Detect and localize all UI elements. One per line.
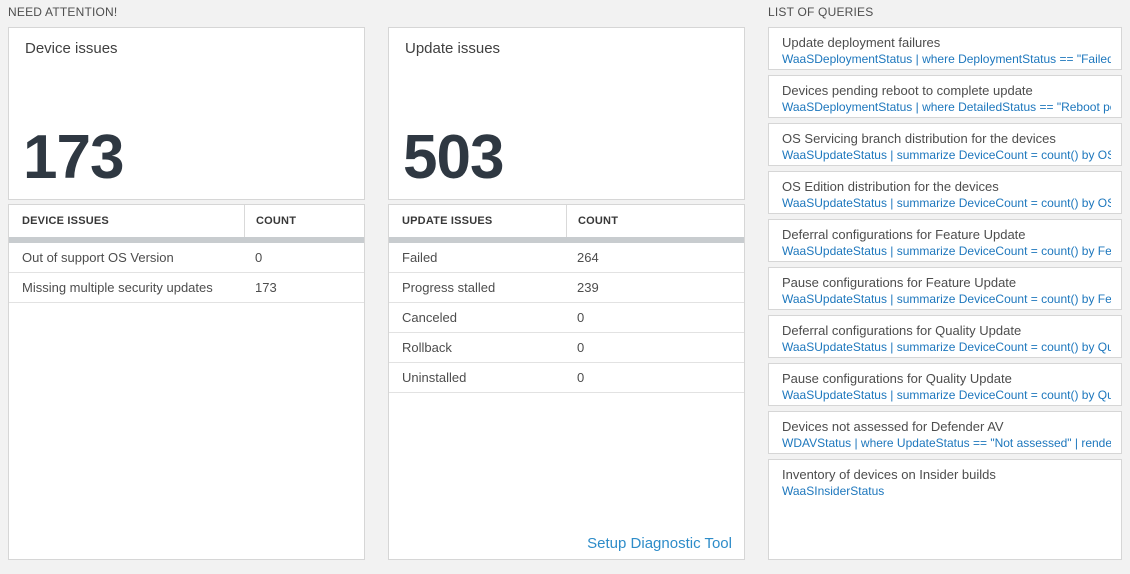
query-title: Deferral configurations for Feature Upda… [782,227,1026,242]
query-item[interactable]: OS Servicing branch distribution for the… [768,123,1122,166]
issue-count: 0 [255,250,263,265]
query-link[interactable]: WaaSUpdateStatus | summarize DeviceCount… [782,340,1111,354]
query-link[interactable]: WaaSInsiderStatus [782,484,885,498]
query-item[interactable]: Devices pending reboot to complete updat… [768,75,1122,118]
query-link[interactable]: WaaSUpdateStatus | summarize DeviceCount… [782,244,1111,258]
query-item[interactable]: Pause configurations for Feature Update W… [768,267,1122,310]
query-item[interactable]: Devices not assessed for Defender AV WDAV… [768,411,1122,454]
table-row[interactable]: Uninstalled 0 [389,363,744,393]
query-item[interactable]: Deferral configurations for Quality Upda… [768,315,1122,358]
list-of-queries-heading: LIST OF QUERIES [768,5,874,19]
device-issues-table-header: DEVICE ISSUES COUNT [9,205,364,237]
update-issues-title: Update issues [405,40,501,57]
query-item[interactable]: Pause configurations for Quality Update W… [768,363,1122,406]
issue-label: Out of support OS Version [22,250,174,265]
table-row[interactable]: Rollback 0 [389,333,744,363]
setup-diagnostic-tool-link[interactable]: Setup Diagnostic Tool [587,535,732,552]
table-row[interactable]: Canceled 0 [389,303,744,333]
query-title: Devices not assessed for Defender AV [782,419,1004,434]
queries-column: LIST OF QUERIES Update deployment failur… [768,4,1122,560]
table-row[interactable]: Progress stalled 239 [389,273,744,303]
query-link[interactable]: WDAVStatus | where UpdateStatus == "Not … [782,436,1111,450]
query-link[interactable]: WaaSUpdateStatus | summarize DeviceCount… [782,196,1111,210]
update-issues-count: 503 [403,123,504,192]
device-issues-tile[interactable]: Device issues 173 [8,27,365,200]
count-col-header: COUNT [244,205,364,237]
update-issues-column: Update issues 503 UPDATE ISSUES COUNT Fa… [388,4,745,560]
issue-label: Failed [402,250,438,265]
device-issues-rows: Out of support OS Version 0 Missing multip… [9,243,364,303]
query-title: Pause configurations for Quality Update [782,371,1012,386]
update-issues-table-header: UPDATE ISSUES COUNT [389,205,744,237]
device-issues-table: DEVICE ISSUES COUNT Out of support OS Ve… [8,204,365,560]
query-title: Pause configurations for Feature Update [782,275,1017,290]
query-link[interactable]: WaaSDeploymentStatus | where DeploymentS… [782,52,1111,66]
device-issues-col-header: DEVICE ISSUES [22,215,109,227]
table-row[interactable]: Failed 264 [389,243,744,273]
table-row[interactable]: Missing multiple security updates 173 [9,273,364,303]
issue-count: 0 [577,310,585,325]
query-title: OS Edition distribution for the devices [782,179,999,194]
device-issues-count: 173 [23,123,124,192]
need-attention-heading: NEED ATTENTION! [8,5,118,19]
query-item[interactable]: OS Edition distribution for the devices W… [768,171,1122,214]
query-item[interactable]: Inventory of devices on Insider builds Wa… [768,459,1122,560]
update-issues-table: UPDATE ISSUES COUNT Failed 264 Progress st… [388,204,745,560]
query-title: Deferral configurations for Quality Upda… [782,323,1022,338]
device-issues-title: Device issues [25,40,118,57]
query-link[interactable]: WaaSDeploymentStatus | where DetailedSta… [782,100,1111,114]
query-title: OS Servicing branch distribution for the… [782,131,1056,146]
query-list: Update deployment failures WaaSDeployment… [768,27,1122,560]
issue-label: Progress stalled [402,280,496,295]
update-issues-col-header: UPDATE ISSUES [402,215,493,227]
issue-count: 0 [577,370,585,385]
issue-count: 0 [577,340,585,355]
query-title: Devices pending reboot to complete updat… [782,83,1033,98]
issue-count: 264 [577,250,599,265]
count-col-header: COUNT [566,205,744,237]
issue-label: Uninstalled [402,370,467,385]
device-issues-column: NEED ATTENTION! Device issues 173 DEVICE… [8,4,365,560]
query-item[interactable]: Update deployment failures WaaSDeployment… [768,27,1122,70]
header-separator-bar [389,237,744,243]
query-link[interactable]: WaaSUpdateStatus | summarize DeviceCount… [782,148,1111,162]
issue-label: Canceled [402,310,457,325]
update-issues-tile[interactable]: Update issues 503 [388,27,745,200]
query-link[interactable]: WaaSUpdateStatus | summarize DeviceCount… [782,292,1111,306]
query-title: Inventory of devices on Insider builds [782,467,996,482]
issue-count: 173 [255,280,277,295]
issue-label: Missing multiple security updates [22,280,213,295]
query-link[interactable]: WaaSUpdateStatus | summarize DeviceCount… [782,388,1111,402]
update-issues-rows: Failed 264 Progress stalled 239 Canceled 0 Rol… [389,243,744,393]
issue-label: Rollback [402,340,452,355]
issue-count: 239 [577,280,599,295]
header-separator-bar [9,237,364,243]
table-row[interactable]: Out of support OS Version 0 [9,243,364,273]
need-attention-spacer [388,4,745,27]
query-title: Update deployment failures [782,35,941,50]
query-item[interactable]: Deferral configurations for Feature Upda… [768,219,1122,262]
